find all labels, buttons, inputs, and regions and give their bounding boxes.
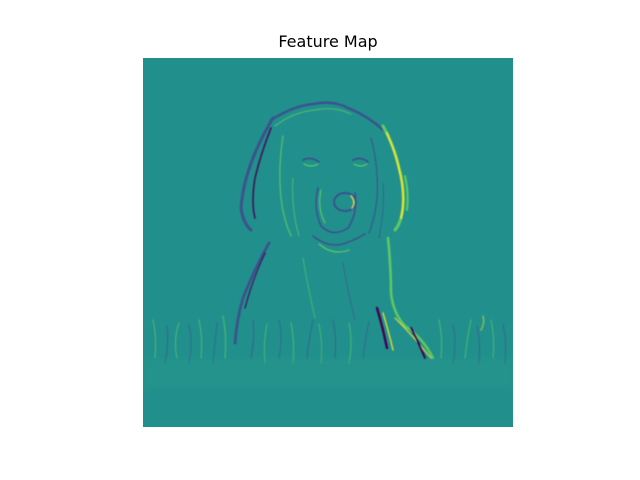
plot-title: Feature Map [278, 32, 378, 51]
ground-texture [143, 358, 513, 388]
dog-body [233, 236, 435, 360]
feature-map-svg [143, 58, 513, 427]
dog-face [292, 157, 384, 253]
feature-map-image [143, 58, 513, 427]
dog-outline [239, 101, 409, 237]
